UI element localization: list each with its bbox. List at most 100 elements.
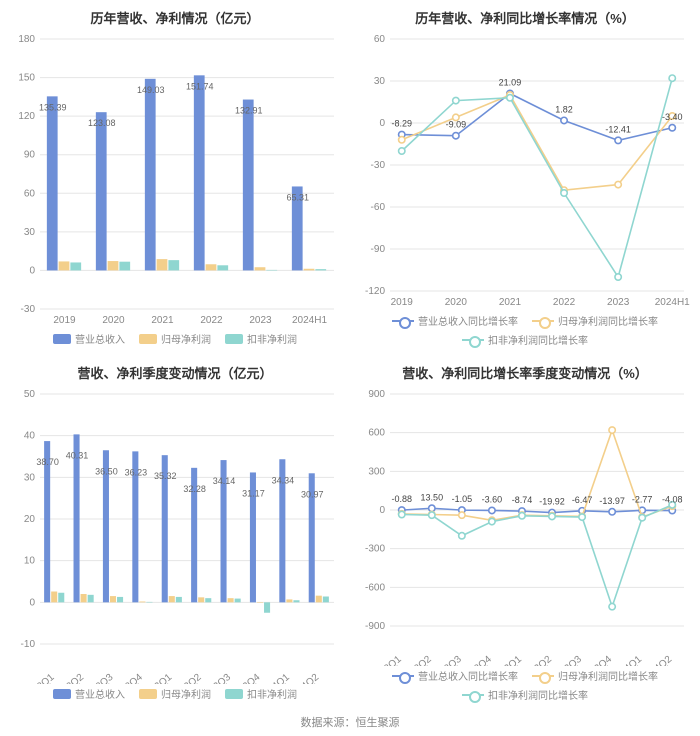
legend-label: 营业总收入同比增长率 [418,668,518,683]
svg-text:2019: 2019 [391,297,414,308]
legend-item: 营业总收入 [53,331,125,346]
svg-text:-0.88: -0.88 [392,494,413,504]
chart-br: -900-600-3000300600900-0.8813.50-1.05-3.… [356,388,694,706]
svg-text:135.39: 135.39 [39,102,67,112]
svg-text:2020: 2020 [102,315,125,326]
svg-text:2023Q3: 2023Q3 [199,672,234,684]
legend-swatch [53,689,71,699]
svg-text:-3.40: -3.40 [662,112,683,122]
legend-item: 归母净利润同比增长率 [532,313,658,328]
legend-label: 归母净利润 [161,686,211,701]
legend-label: 营业总收入 [75,686,125,701]
svg-text:10: 10 [24,556,36,567]
svg-text:-8.29: -8.29 [392,119,413,129]
svg-text:-30: -30 [21,304,36,315]
svg-text:65.31: 65.31 [286,192,309,202]
svg-text:-600: -600 [365,582,385,593]
svg-text:2023Q4: 2023Q4 [228,672,263,684]
svg-text:21.09: 21.09 [499,77,522,87]
svg-text:2024Q1: 2024Q1 [610,654,645,666]
legend: 营业总收入同比增长率归母净利润同比增长率扣非净利润同比增长率 [356,313,694,347]
svg-text:2022Q4: 2022Q4 [460,654,495,666]
svg-text:0: 0 [29,597,35,608]
legend-swatch [53,334,71,344]
legend-label: 扣非净利润 [247,331,297,346]
svg-text:2022Q4: 2022Q4 [110,672,145,684]
svg-text:120: 120 [18,111,35,122]
svg-text:2019: 2019 [53,315,76,326]
legend-label: 归母净利润同比增长率 [558,313,658,328]
panel-bl: 营收、净利季度变动情况（亿元） -100102030405038.702022Q… [0,355,350,710]
svg-text:-90: -90 [371,244,386,255]
legend-swatch [225,689,243,699]
svg-text:132.91: 132.91 [235,106,263,116]
legend-item: 归母净利润 [139,686,211,701]
chart-tr: -120-90-60-3003060-8.29-9.0921.091.82-12… [356,33,694,351]
svg-text:149.03: 149.03 [137,85,165,95]
svg-text:-60: -60 [371,202,386,213]
svg-text:2022: 2022 [553,297,576,308]
svg-text:-9.09: -9.09 [446,120,467,130]
chart-tl: -300306090120150180135.392019123.0820201… [6,33,344,351]
svg-text:40: 40 [24,431,36,442]
svg-text:2023Q3: 2023Q3 [550,654,585,666]
legend-item: 扣非净利润同比增长率 [462,687,588,702]
svg-text:2023Q4: 2023Q4 [580,654,615,666]
svg-text:60: 60 [24,188,36,199]
legend-item: 营业总收入 [53,686,125,701]
svg-text:2022Q2: 2022Q2 [399,654,434,666]
legend-swatch [392,671,414,681]
svg-text:-12.41: -12.41 [605,124,631,134]
legend-swatch [139,689,157,699]
svg-text:2022Q3: 2022Q3 [81,672,116,684]
svg-text:2022Q2: 2022Q2 [52,672,87,684]
legend-item: 扣非净利润同比增长率 [462,332,588,347]
svg-text:20: 20 [24,514,36,525]
svg-text:50: 50 [24,389,36,400]
svg-text:30: 30 [374,76,386,87]
svg-text:600: 600 [368,428,385,439]
legend-swatch [462,690,484,700]
svg-text:-3.60: -3.60 [482,494,503,504]
svg-text:-13.97: -13.97 [599,496,625,506]
svg-text:-6.47: -6.47 [572,495,593,505]
legend-item: 营业总收入同比增长率 [392,668,518,683]
svg-text:2022Q1: 2022Q1 [22,672,57,684]
panel-tr: 历年营收、净利同比增长率情况（%） -120-90-60-3003060-8.2… [350,0,700,355]
svg-text:300: 300 [368,466,385,477]
legend-label: 营业总收入 [75,331,125,346]
svg-text:2023Q1: 2023Q1 [490,654,525,666]
legend-swatch [532,316,554,326]
svg-text:32.28: 32.28 [183,484,206,494]
svg-text:90: 90 [24,150,36,161]
svg-text:-1.05: -1.05 [452,494,473,504]
legend-label: 扣非净利润 [247,686,297,701]
legend: 营业总收入 归母净利润 扣非净利润 [6,686,344,701]
svg-text:-4.08: -4.08 [662,495,683,505]
svg-text:123.08: 123.08 [88,118,116,128]
svg-text:38.70: 38.70 [36,457,59,467]
svg-text:60: 60 [374,34,386,45]
panel-tl: 历年营收、净利情况（亿元） -300306090120150180135.392… [0,0,350,355]
title-br: 营收、净利同比增长率季度变动情况（%） [356,363,694,382]
svg-text:-900: -900 [365,621,385,632]
svg-text:0: 0 [379,118,385,129]
svg-text:-8.74: -8.74 [512,495,533,505]
svg-text:2024Q2: 2024Q2 [640,654,675,666]
svg-text:2023Q2: 2023Q2 [520,654,555,666]
legend-label: 归母净利润同比增长率 [558,668,658,683]
legend-label: 扣非净利润同比增长率 [488,687,588,702]
legend-swatch [225,334,243,344]
svg-text:-30: -30 [371,160,386,171]
svg-text:2023Q1: 2023Q1 [140,672,175,684]
svg-text:13.50: 13.50 [421,492,444,502]
legend-swatch [532,671,554,681]
legend-swatch [462,335,484,345]
svg-text:2024Q1: 2024Q1 [257,672,292,684]
svg-text:180: 180 [18,34,35,45]
svg-text:34.14: 34.14 [213,476,236,486]
svg-text:2023Q2: 2023Q2 [169,672,204,684]
title-bl: 营收、净利季度变动情况（亿元） [6,363,344,382]
legend-label: 归母净利润 [161,331,211,346]
legend-swatch [392,316,414,326]
